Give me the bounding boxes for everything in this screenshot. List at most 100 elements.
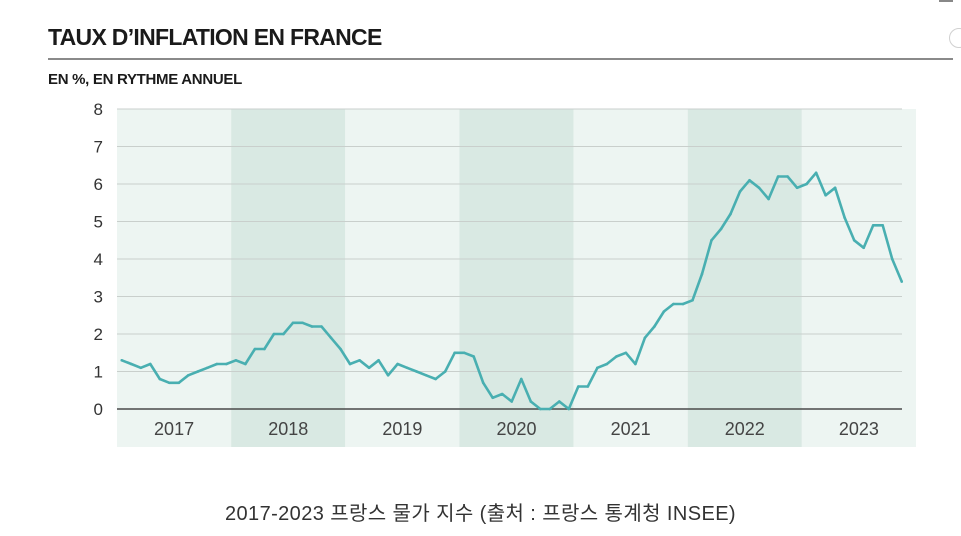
- title-divider: [48, 58, 953, 60]
- data-point: [624, 351, 628, 355]
- x-tick-label-2021: 2021: [611, 419, 651, 439]
- chart-title: TAUX D’INFLATION EN FRANCE: [48, 24, 382, 50]
- data-point: [510, 400, 514, 403]
- data-point: [519, 377, 523, 381]
- x-axis-year-labels: 2017 2018 2019 2020 2021 2022 2023: [154, 419, 879, 439]
- data-point: [500, 392, 504, 396]
- data-point: [719, 227, 723, 231]
- data-point: [653, 325, 656, 328]
- data-point: [443, 370, 447, 373]
- data-point: [700, 272, 704, 276]
- x-tick-label-2022: 2022: [725, 419, 765, 439]
- data-point: [833, 186, 837, 190]
- data-point: [244, 362, 247, 366]
- y-tick-label: 5: [94, 213, 103, 232]
- data-point: [881, 223, 885, 227]
- year-band-2018: [231, 109, 346, 447]
- data-point: [405, 366, 409, 370]
- data-point: [386, 373, 390, 377]
- y-tick-label: 2: [94, 325, 103, 344]
- data-point: [272, 332, 276, 336]
- data-point: [538, 407, 542, 411]
- data-point: [862, 246, 865, 250]
- x-tick-label-2018: 2018: [268, 419, 308, 439]
- data-point: [710, 238, 713, 242]
- data-point: [481, 381, 485, 385]
- data-point: [415, 370, 418, 373]
- data-point: [396, 362, 399, 366]
- data-point: [843, 216, 846, 220]
- data-point: [558, 400, 561, 403]
- data-point: [586, 385, 590, 388]
- data-point: [691, 298, 694, 302]
- data-point: [805, 182, 808, 186]
- data-point: [757, 186, 761, 190]
- data-point: [320, 325, 323, 328]
- x-tick-label-2020: 2020: [496, 419, 536, 439]
- year-band-2023: [801, 109, 916, 447]
- y-tick-label: 3: [94, 288, 103, 307]
- year-band-2021: [573, 109, 688, 447]
- data-point: [900, 280, 904, 283]
- data-point: [605, 362, 609, 366]
- data-point: [548, 407, 552, 411]
- data-point: [615, 355, 618, 358]
- y-axis-ticks: 0 1 2 3 4 5 6 7 8: [94, 100, 103, 419]
- data-point: [529, 400, 533, 403]
- y-tick-label: 6: [94, 175, 103, 194]
- y-tick-label: 1: [94, 363, 103, 382]
- data-point: [339, 347, 342, 351]
- year-band-2020: [459, 109, 574, 447]
- data-point: [168, 381, 171, 385]
- data-point: [577, 385, 580, 388]
- data-point: [215, 362, 219, 366]
- data-point: [367, 366, 371, 370]
- data-point: [852, 238, 856, 242]
- inflation-chart: 0 1 2 3 4 5 6 7 8 2017 2018 2019 2020 2021 2022 2023: [94, 100, 916, 447]
- data-point: [634, 362, 637, 366]
- data-point: [890, 257, 894, 261]
- data-point: [681, 302, 685, 306]
- data-point: [282, 332, 285, 336]
- data-point: [348, 362, 352, 366]
- data-point: [139, 366, 143, 370]
- year-band-2022: [687, 109, 802, 447]
- gridlines: [117, 108, 902, 372]
- data-point: [643, 336, 647, 340]
- data-point: [329, 336, 333, 340]
- data-point: [786, 175, 789, 178]
- chart-subtitle: EN %, EN RYTHME ANNUEL: [48, 71, 242, 88]
- data-point: [767, 197, 770, 201]
- x-tick-label-2019: 2019: [382, 419, 422, 439]
- data-point: [776, 175, 780, 178]
- data-point: [729, 212, 732, 216]
- data-point: [748, 178, 751, 182]
- window-edge-line: [939, 0, 953, 2]
- data-point: [234, 358, 238, 362]
- data-point: [824, 193, 827, 197]
- data-point: [596, 366, 599, 370]
- y-tick-label: 0: [94, 400, 103, 419]
- data-point: [472, 355, 475, 358]
- data-point: [196, 370, 200, 373]
- data-point: [462, 351, 466, 355]
- data-point: [253, 347, 257, 351]
- data-point: [129, 362, 133, 366]
- data-point: [434, 377, 437, 381]
- data-point: [738, 190, 742, 193]
- data-point: [291, 321, 295, 325]
- data-point: [148, 362, 152, 366]
- data-point: [814, 171, 818, 175]
- data-point: [662, 310, 666, 313]
- data-point: [158, 377, 162, 381]
- data-point: [358, 358, 361, 362]
- data-point: [263, 347, 266, 351]
- data-point: [453, 351, 456, 355]
- data-point: [567, 407, 571, 411]
- data-point: [310, 325, 314, 328]
- data-point: [177, 381, 181, 385]
- data-point: [225, 362, 228, 366]
- y-tick-label: 8: [94, 100, 103, 119]
- x-tick-label-2017: 2017: [154, 419, 194, 439]
- data-points: [120, 171, 904, 411]
